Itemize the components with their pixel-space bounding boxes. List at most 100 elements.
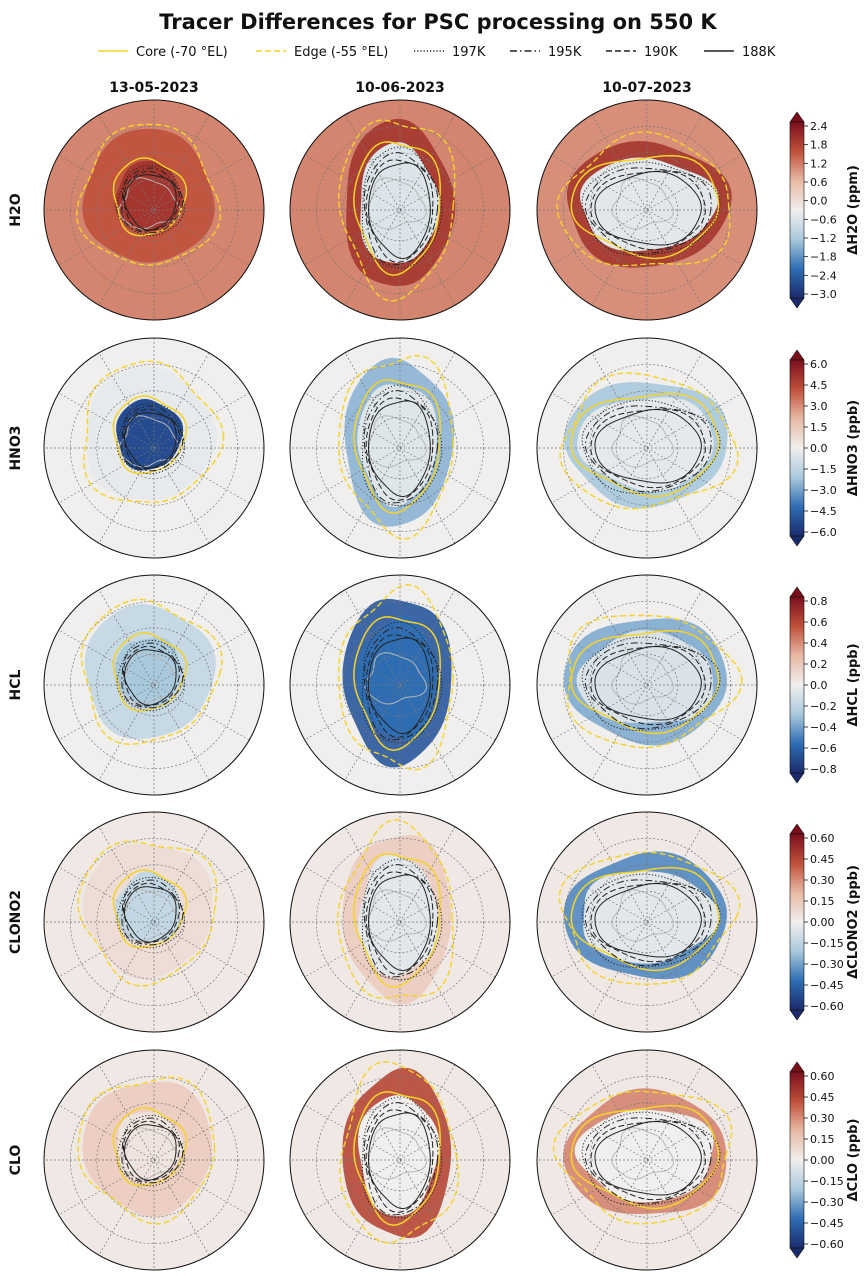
edge-contour xyxy=(337,354,454,540)
contour-195k xyxy=(584,405,712,493)
contour-190k xyxy=(590,645,706,726)
contour-188k xyxy=(594,882,702,958)
map-outline xyxy=(43,1049,265,1271)
latitude-circle xyxy=(316,364,484,532)
colorbar-tick-label: 0.4 xyxy=(810,637,828,650)
latitude-circle xyxy=(316,838,484,1006)
contour-197k xyxy=(116,639,185,712)
colorbar-tick-label: −0.45 xyxy=(810,1217,844,1230)
colorbar-extend-min xyxy=(789,1247,805,1259)
colorbar-extend-max xyxy=(789,1061,805,1073)
colorbar-tick-label: 0.0 xyxy=(810,442,828,455)
coastline xyxy=(364,177,428,230)
coastline xyxy=(364,1127,428,1180)
legend-entry: Core (-70 °EL) xyxy=(98,45,228,60)
contour-195k xyxy=(363,151,439,266)
latitude-circle xyxy=(563,601,731,769)
map-field xyxy=(44,100,264,320)
row-hcl: HCL xyxy=(8,574,758,796)
edge-contour xyxy=(339,1061,460,1244)
legend-entry: Edge (-55 °EL) xyxy=(256,45,388,60)
contour-190k xyxy=(365,1109,434,1213)
colorbar-extend-min xyxy=(789,535,805,547)
map-field xyxy=(537,338,757,558)
meridian xyxy=(344,826,456,1018)
legend-entry: 190K xyxy=(606,45,678,60)
colorbar-tick-label: −0.8 xyxy=(810,763,837,776)
colorbar-scale xyxy=(789,359,805,537)
map-outline xyxy=(43,99,265,321)
edge-contour xyxy=(552,1090,733,1225)
contour-197k xyxy=(361,146,443,269)
colorbar-clono2: 0.60 0.45 0.30 0.15 0.00 −0.15 −0.30 −0.45 −0.60… xyxy=(789,823,861,1021)
map-panel xyxy=(43,811,265,1033)
colorbar-extend-min xyxy=(789,297,805,309)
contour-197k xyxy=(116,876,185,949)
map-panel xyxy=(289,811,511,1033)
latitude-circle xyxy=(70,364,238,532)
contour-197k xyxy=(116,1114,185,1187)
edge-contour xyxy=(337,819,454,999)
contour-188k xyxy=(124,412,177,469)
map-field xyxy=(537,575,757,795)
map-field xyxy=(290,100,510,320)
legend-label: 188K xyxy=(742,45,776,60)
row-clono2: CLONO2 xyxy=(8,811,758,1033)
contour-197k xyxy=(361,1096,443,1219)
column-date: 10-06-2023 xyxy=(355,80,445,96)
core-contour xyxy=(353,379,441,514)
colorbar-tick-label: −3.0 xyxy=(810,484,837,497)
core-contour xyxy=(570,392,720,498)
meridian xyxy=(344,589,456,781)
colorbar-label: ΔCLONO2 (ppb) xyxy=(846,865,861,979)
row-label: HCL xyxy=(8,669,24,700)
core-contour xyxy=(570,154,720,260)
contour-195k xyxy=(121,1117,184,1184)
colorbar-tick-label: −1.8 xyxy=(810,251,837,264)
contour-188k xyxy=(367,400,431,498)
contour-188k xyxy=(124,1124,177,1181)
coastline xyxy=(364,889,428,942)
map-panel xyxy=(289,1049,511,1271)
map-field xyxy=(537,812,757,1032)
contour-190k xyxy=(365,871,434,975)
colorbar-extend-max xyxy=(789,349,805,361)
contour-190k xyxy=(123,645,181,707)
contour-197k xyxy=(361,858,443,981)
map-panel xyxy=(289,574,511,796)
core-contour xyxy=(353,141,441,276)
colorbar-tick-label: 0.00 xyxy=(810,1154,835,1167)
colorbar-label: ΔHNO3 (ppb) xyxy=(846,400,861,496)
contour-190k xyxy=(123,170,181,232)
colorbar-tick-label: 4.5 xyxy=(810,379,828,392)
colorbar-scale xyxy=(789,596,805,774)
legend-label: 190K xyxy=(644,45,678,60)
coastline xyxy=(118,415,182,468)
edge-contour xyxy=(77,1076,216,1225)
graticule xyxy=(44,1050,264,1270)
row-label: H2O xyxy=(8,193,24,226)
map-field xyxy=(290,812,510,1032)
latitude-circle xyxy=(563,838,731,1006)
colorbar-extend-max xyxy=(789,111,805,123)
map-field xyxy=(44,338,264,558)
contour-195k xyxy=(121,405,184,472)
contour-188k xyxy=(594,170,702,246)
colorbar-tick-label: −0.30 xyxy=(810,958,844,971)
edge-contour xyxy=(83,360,225,503)
meridian xyxy=(591,1064,703,1256)
colorbar-tick-label: −0.15 xyxy=(810,1175,844,1188)
map-outline xyxy=(536,811,758,1033)
coastline xyxy=(611,1127,675,1180)
meridian xyxy=(98,1064,210,1256)
row-label: CLONO2 xyxy=(8,890,24,954)
edge-contour xyxy=(337,584,454,771)
map-panel xyxy=(43,1049,265,1271)
field-vortex-core xyxy=(574,1109,714,1203)
graticule xyxy=(44,100,264,320)
map-outline xyxy=(289,1049,511,1271)
map-outline xyxy=(43,574,265,796)
colorbar-tick-label: 3.0 xyxy=(810,400,828,413)
contour-190k xyxy=(365,634,434,738)
graticule xyxy=(44,575,264,795)
